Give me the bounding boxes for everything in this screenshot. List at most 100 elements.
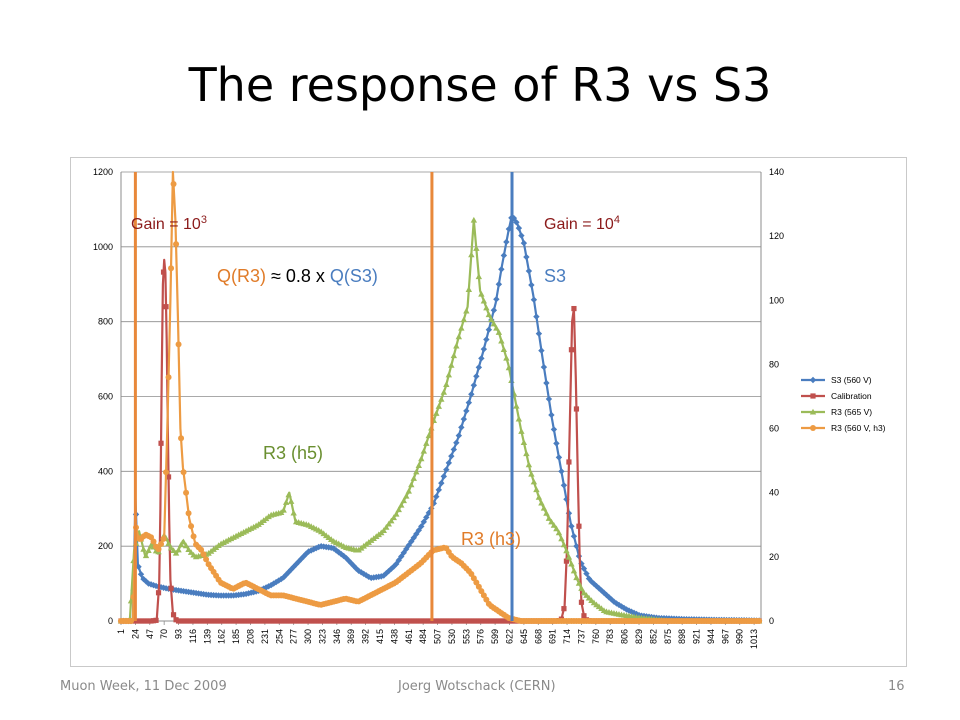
data-point [478,355,485,362]
data-point [438,396,445,402]
data-point [555,454,563,461]
data-point [415,462,422,469]
data-point [280,506,287,513]
x-tick-label: 93 [174,629,184,639]
data-point [570,532,578,540]
y-left-tick-label: 600 [98,392,113,402]
data-point [540,504,548,511]
x-tick-label: 70 [159,629,169,639]
data-point [200,551,207,558]
annotation-gain-low: Gain = 103 [131,214,207,233]
data-point [518,428,525,434]
x-tick-label: 622 [505,629,515,644]
data-point [350,562,357,570]
data-point [445,459,453,467]
x-tick-label: 461 [404,629,414,644]
data-point [570,567,578,574]
x-tick-label: 346 [332,629,342,644]
data-point [282,571,290,578]
data-point [455,432,463,439]
data-point [563,547,570,554]
data-point [460,316,468,323]
data-point [338,550,345,558]
data-point [170,181,177,188]
x-tick-label: 576 [476,629,486,644]
data-point [425,509,433,517]
data-point [513,219,520,226]
y-left-tick-label: 800 [98,317,113,327]
data-point [513,402,520,409]
legend-marker [810,425,816,431]
x-tick-label: 875 [663,629,673,644]
y-left-tick-label: 1200 [93,167,113,177]
data-point [180,469,187,476]
data-point [490,320,498,327]
data-point [561,606,567,612]
x-tick-label: 829 [634,629,644,644]
x-tick-label: 24 [130,629,140,639]
data-point [433,493,440,500]
x-tick-label: 47 [145,629,155,639]
series-2 [117,216,763,624]
data-point [475,273,483,280]
data-point [543,510,550,516]
x-tick-label: 645 [519,629,529,644]
data-point [756,618,763,624]
data-point [160,535,167,542]
data-point [393,510,400,517]
data-point [460,415,468,423]
data-point [385,520,392,527]
y-right-tick-label: 20 [769,552,779,562]
data-point [468,251,475,258]
legend-marker [810,393,816,399]
data-point [403,492,410,499]
x-tick-label: 898 [677,629,687,644]
data-point [463,307,470,314]
data-point [535,494,543,500]
data-point [495,281,503,288]
data-point [553,525,560,532]
data-point [435,403,443,409]
x-tick-label: 277 [289,629,299,644]
data-point [423,514,430,521]
data-point [568,347,575,353]
data-point [443,466,450,473]
x-tick-label: 208 [246,629,256,644]
data-point [183,489,190,496]
data-point [518,232,525,239]
x-tick-label: 990 [735,629,745,644]
data-point [450,446,458,453]
data-point [545,515,553,521]
data-point [515,415,523,422]
x-tick-label: 944 [706,629,716,644]
data-point [155,590,162,596]
legend-label: S3 (560 V) [831,375,872,385]
data-point [315,543,322,551]
y-right-tick-label: 140 [769,167,784,177]
data-point [503,238,510,246]
data-point [290,509,297,516]
data-point [490,307,498,314]
y-right-tick-label: 100 [769,295,784,305]
data-point [425,432,433,439]
data-point [295,558,302,565]
data-point [525,267,533,275]
data-point [493,324,500,331]
data-point [543,379,550,387]
data-point [523,253,530,261]
data-point [540,363,548,371]
data-point [530,478,538,485]
y-left-tick-label: 0 [108,616,113,626]
data-point [458,324,465,331]
data-point [142,552,150,559]
data-point [380,527,387,533]
grid-layer [121,171,761,622]
data-point [307,547,315,554]
data-point [175,546,182,553]
data-point [340,552,347,560]
data-point [538,347,545,354]
data-point [468,391,475,398]
data-point [182,542,190,549]
data-point [581,613,587,619]
data-point [420,447,427,454]
